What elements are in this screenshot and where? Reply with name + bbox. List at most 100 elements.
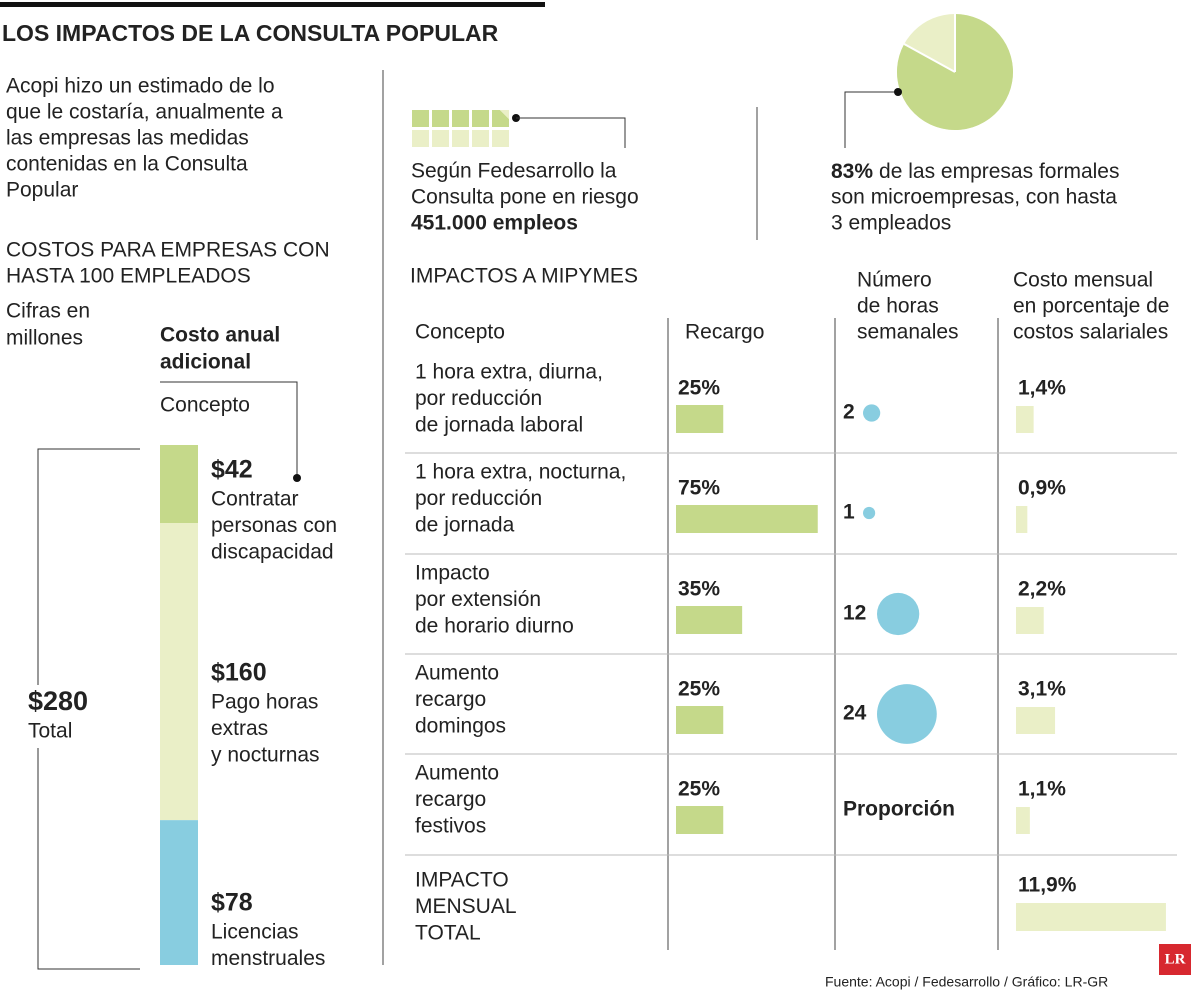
- top-rule: [0, 2, 545, 7]
- stack-segment: [160, 445, 198, 523]
- callout-dot: [894, 88, 902, 96]
- intro-line: Popular: [6, 179, 78, 202]
- segment-concept: extras: [211, 717, 268, 740]
- stack-unit: millones: [6, 327, 83, 350]
- row-concept: 1 hora extra, diurna,: [415, 361, 603, 384]
- source: Fuente: Acopi / Fedesarrollo / Gráfico: …: [825, 974, 1108, 990]
- title: LOS IMPACTOS DE LA CONSULTA POPULAR: [2, 20, 499, 46]
- row-concept: Aumento: [415, 662, 499, 685]
- segment-value: $160: [211, 659, 267, 687]
- total-label: Total: [28, 720, 72, 743]
- row-concept: por extensión: [415, 588, 541, 611]
- row-concept: de jornada: [415, 514, 515, 537]
- table-title: IMPACTOS A MIPYMES: [410, 265, 638, 288]
- stack-segment: [160, 523, 198, 821]
- segment-concept: Contratar: [211, 488, 299, 511]
- intro-line: Acopi hizo un estimado de lo: [6, 75, 275, 98]
- row-concept: recargo: [415, 788, 486, 811]
- pie-text: 83% de las empresas formales: [831, 160, 1119, 183]
- segment-concept: Pago horas: [211, 691, 318, 714]
- column-header: costos salariales: [1013, 321, 1168, 344]
- column-header: en porcentaje de: [1013, 295, 1169, 318]
- surcharge-bar: [676, 806, 724, 834]
- segment-concept: Licencias: [211, 921, 299, 944]
- column-header: Concepto: [415, 321, 505, 344]
- stack-unit: Cifras en: [6, 300, 90, 323]
- segment-concept: personas con: [211, 514, 337, 537]
- surcharge-bar: [676, 505, 818, 533]
- total-cost-label: 11,9%: [1018, 874, 1077, 897]
- column-header: Costo mensual: [1013, 269, 1153, 292]
- column-header: Número: [857, 269, 932, 292]
- hours-label: 1: [843, 501, 855, 524]
- hours-legend: Proporción: [843, 798, 955, 821]
- intro-line: contenidas en la Consulta: [6, 153, 248, 176]
- value-header: Costo anual: [160, 324, 280, 347]
- stack-callout: [160, 381, 301, 482]
- stack-segment: [160, 820, 198, 965]
- row-concept: domingos: [415, 715, 506, 738]
- row-concept: de horario diurno: [415, 615, 574, 638]
- cost-label: 3,1%: [1018, 678, 1066, 701]
- row-concept: Aumento: [415, 762, 499, 785]
- cost-label: 2,2%: [1018, 578, 1066, 601]
- row-concept: 1 hora extra, nocturna,: [415, 461, 626, 484]
- jobs-text: Según Fedesarrollo la: [411, 160, 617, 183]
- surcharge-bar: [676, 405, 724, 433]
- value-header: adicional: [160, 351, 251, 374]
- total-value: $280: [28, 686, 88, 716]
- logo-text: LR: [1165, 951, 1186, 967]
- surcharge-bar: [676, 606, 743, 634]
- cost-bar: [1016, 406, 1034, 433]
- cost-label: 0,9%: [1018, 477, 1066, 500]
- surcharge-label: 35%: [678, 578, 720, 601]
- jobs-highlight: 451.000 empleos: [411, 212, 578, 235]
- pie-text: son microempresas, con hasta: [831, 186, 1117, 209]
- cost-label: 1,4%: [1018, 377, 1066, 400]
- total-concept: TOTAL: [415, 922, 481, 945]
- stack-heading: COSTOS PARA EMPRESAS CON: [6, 239, 330, 262]
- total-concept: IMPACTO: [415, 869, 509, 892]
- cost-bar: [1016, 807, 1030, 834]
- cost-bar: [1016, 607, 1044, 634]
- row-concept: Impacto: [415, 562, 490, 585]
- row-concept: recargo: [415, 688, 486, 711]
- jobs-text: Consulta pone en riesgo: [411, 186, 639, 209]
- stack-heading: HASTA 100 EMPLEADOS: [6, 265, 251, 288]
- segment-value: $42: [211, 456, 253, 484]
- hours-label: 24: [843, 702, 867, 725]
- hours-label: 2: [843, 401, 855, 424]
- hours-circle: [877, 684, 937, 744]
- segment-concept: menstruales: [211, 947, 325, 970]
- column-header: Recargo: [685, 321, 764, 344]
- total-cost-bar: [1016, 903, 1166, 931]
- surcharge-bar: [676, 706, 724, 734]
- total-concept: MENSUAL: [415, 895, 517, 918]
- hours-circle: [863, 404, 881, 422]
- row-concept: festivos: [415, 815, 486, 838]
- cost-label: 1,1%: [1018, 778, 1066, 801]
- intro-line: las empresas las medidas: [6, 127, 249, 150]
- cost-bar: [1016, 506, 1028, 533]
- segment-value: $78: [211, 889, 253, 917]
- row-concept: de jornada laboral: [415, 414, 583, 437]
- row-concept: por reducción: [415, 487, 542, 510]
- pie-text: 3 empleados: [831, 212, 951, 235]
- surcharge-label: 25%: [678, 778, 720, 801]
- logo: [1159, 944, 1191, 975]
- row-concept: por reducción: [415, 387, 542, 410]
- pie-text: de las empresas formales: [879, 160, 1119, 183]
- cost-bar: [1016, 707, 1056, 734]
- pie-edge: [903, 43, 956, 73]
- surcharge-label: 75%: [678, 477, 720, 500]
- segment-concept: discapacidad: [211, 541, 334, 564]
- hours-circle: [863, 506, 876, 520]
- surcharge-label: 25%: [678, 377, 720, 400]
- intro-line: que le costaría, anualmente a: [6, 101, 283, 124]
- jobs-icon: [412, 110, 626, 148]
- pie-value: 83%: [831, 160, 873, 183]
- pie-callout: [844, 91, 898, 148]
- hours-circle: [877, 592, 920, 636]
- total-bracket: [37, 448, 140, 970]
